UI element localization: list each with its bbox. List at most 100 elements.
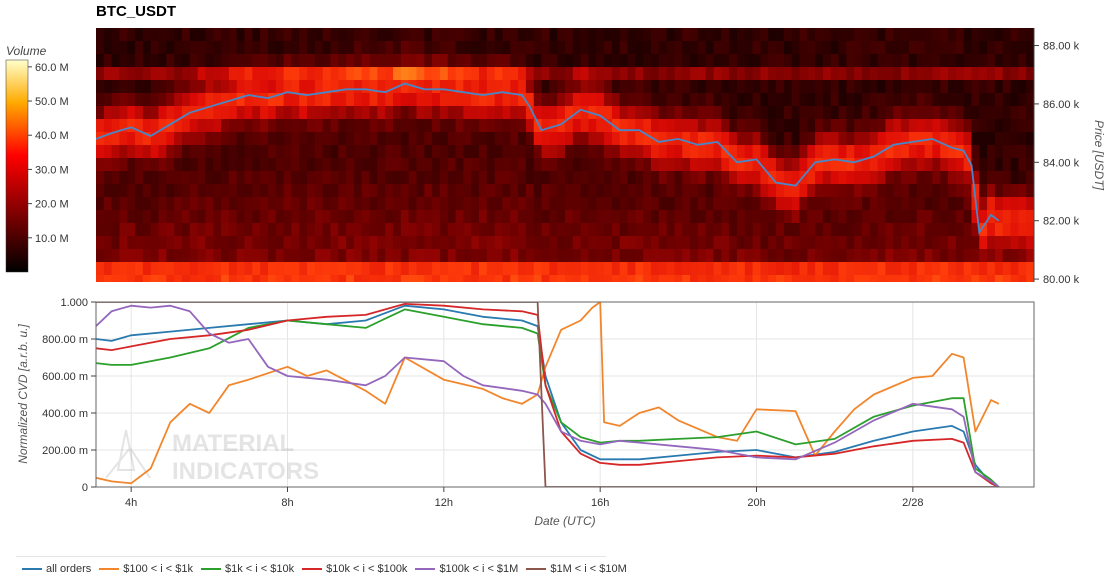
heatmap-cell (353, 184, 363, 197)
legend-item[interactable]: $1k < i < $10k (200, 563, 294, 575)
heatmap-cell (213, 80, 222, 93)
heatmap-cell (760, 158, 769, 171)
heatmap-cell (901, 197, 910, 210)
heatmap-cell (330, 262, 339, 275)
heatmap-cell (971, 41, 980, 54)
heatmap-cell (580, 54, 590, 67)
heatmap-cell (690, 106, 699, 119)
heatmap-cell (1002, 158, 1012, 171)
heatmap-cell (588, 80, 597, 93)
heatmap-cell (627, 119, 636, 132)
heatmap-cell (416, 158, 425, 171)
cvd-x-tick-label: 12h (435, 497, 453, 509)
heatmap-cell (979, 119, 988, 132)
heatmap-cell (525, 28, 535, 41)
heatmap-cell (596, 93, 605, 106)
heatmap-cell (221, 236, 230, 249)
heatmap-cell (611, 28, 621, 41)
heatmap-cell (549, 171, 558, 184)
heatmap-cell (510, 93, 519, 106)
heatmap-cell (213, 158, 222, 171)
heatmap-cell (987, 132, 996, 145)
heatmap-cell (314, 80, 324, 93)
heatmap-cell (150, 132, 160, 145)
heatmap-cell (299, 184, 308, 197)
heatmap-cell (901, 184, 910, 197)
heatmap-cell (135, 197, 144, 210)
heatmap-cell (815, 158, 824, 171)
heatmap-cell (744, 28, 754, 41)
heatmap-cell (416, 236, 425, 249)
heatmap-cell (822, 275, 832, 282)
heatmap-cell (236, 158, 246, 171)
heatmap-cell (846, 80, 855, 93)
legend-item[interactable]: $1M < i < $10M (526, 563, 627, 575)
heatmap-cell (932, 54, 941, 67)
heatmap-cell (846, 93, 855, 106)
heatmap-cell (854, 171, 863, 184)
heatmap-cell (869, 145, 879, 158)
heatmap-cell (557, 132, 566, 145)
legend-item[interactable]: all orders (22, 563, 91, 575)
heatmap-cell (314, 119, 324, 132)
heatmap-cell (393, 28, 402, 41)
heatmap-cell (291, 28, 300, 41)
heatmap-cell (135, 171, 144, 184)
heatmap-cell (174, 132, 183, 145)
heatmap-cell (189, 119, 199, 132)
legend-item[interactable]: $10k < i < $100k (302, 563, 407, 575)
heatmap-cell (369, 158, 378, 171)
heatmap-cell (533, 132, 543, 145)
heatmap-cell (181, 28, 191, 41)
heatmap-cell (994, 262, 1004, 275)
heatmap-y-tick-label: 80.00 k (1043, 274, 1080, 286)
heatmap-cell (635, 275, 644, 282)
heatmap-cell (877, 28, 887, 41)
heatmap-cell (260, 93, 269, 106)
heatmap-cell (994, 145, 1004, 158)
heatmap-cell (783, 106, 793, 119)
heatmap-cell (776, 249, 785, 262)
heatmap-cell (385, 275, 394, 282)
heatmap-cell (768, 106, 777, 119)
heatmap-cell (432, 249, 441, 262)
heatmap-cell (221, 262, 230, 275)
heatmap-cell (877, 236, 887, 249)
heatmap-cell (393, 67, 402, 80)
heatmap-cell (518, 41, 527, 54)
heatmap-cell (760, 275, 769, 282)
heatmap-cell (96, 262, 105, 275)
heatmap-cell (932, 223, 941, 236)
heatmap-cell (611, 249, 621, 262)
heatmap-cell (955, 132, 965, 145)
heatmap-cell (565, 54, 574, 67)
heatmap-cell (189, 145, 199, 158)
heatmap-cell (744, 41, 754, 54)
heatmap-cell (815, 197, 824, 210)
heatmap-cell (658, 275, 668, 282)
heatmap-y-tick-label: 84.00 k (1043, 157, 1080, 169)
watermark-line2: INDICATORS (172, 458, 319, 485)
heatmap-cell (510, 67, 519, 80)
heatmap-cell (932, 262, 941, 275)
heatmap-cell (760, 184, 769, 197)
legend-item[interactable]: $100k < i < $1M (415, 563, 518, 575)
heatmap-cell (1018, 262, 1027, 275)
heatmap-cell (596, 223, 605, 236)
heatmap-cell (96, 275, 105, 282)
heatmap-cell (1002, 262, 1012, 275)
heatmap-cell (541, 106, 550, 119)
heatmap-cell (1018, 184, 1027, 197)
heatmap-cell (635, 132, 644, 145)
heatmap-cell (979, 67, 988, 80)
heatmap-cell (752, 67, 762, 80)
legend-item[interactable]: $100 < i < $1k (99, 563, 193, 575)
heatmap-cell (307, 132, 316, 145)
heatmap-cell (666, 210, 676, 223)
heatmap-cell (690, 184, 699, 197)
heatmap-cell (791, 54, 801, 67)
heatmap-cell (658, 106, 668, 119)
heatmap-cell (416, 106, 425, 119)
heatmap-cell (424, 41, 433, 54)
heatmap-cell (783, 119, 793, 132)
